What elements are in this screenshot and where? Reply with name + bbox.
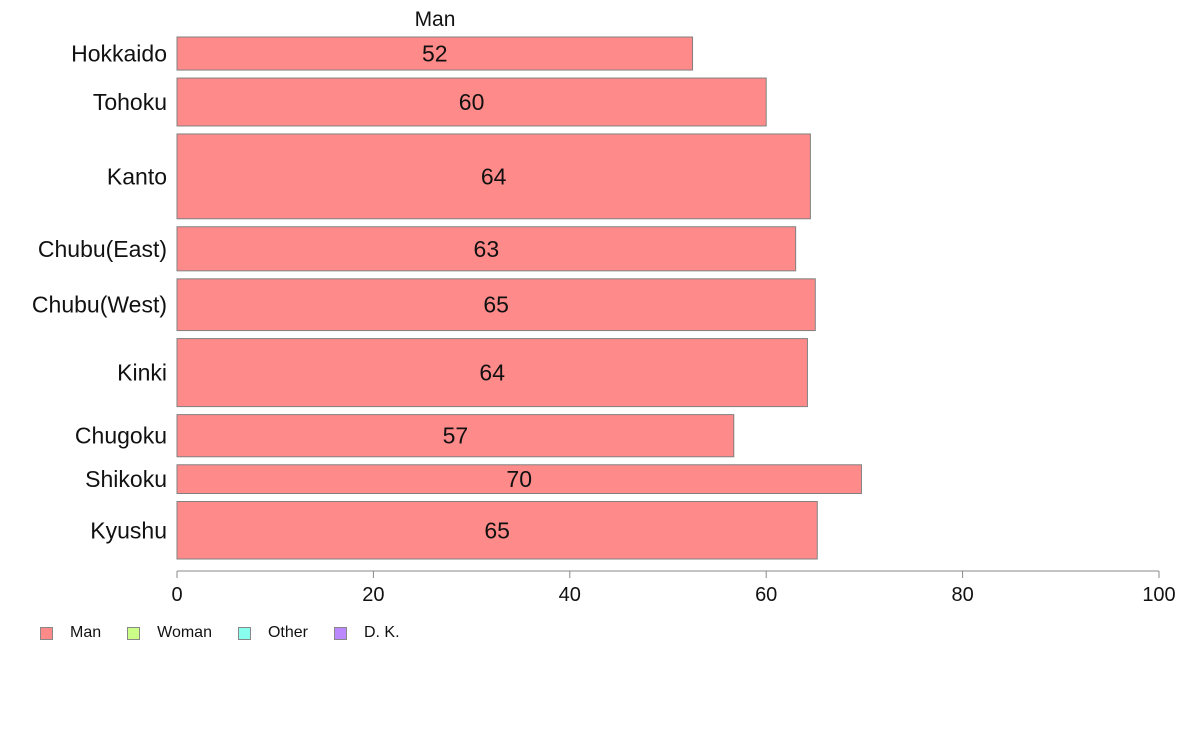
legend-label: D. K. xyxy=(363,624,400,641)
category-label: Chubu(East) xyxy=(38,236,167,262)
legend-swatch xyxy=(237,626,251,640)
bar-kanto xyxy=(176,133,811,220)
x-tick-label: 0 xyxy=(171,584,182,606)
legend-label: Other xyxy=(267,624,308,641)
x-tick-label: 40 xyxy=(559,584,581,606)
x-tick-label: 100 xyxy=(1142,584,1175,606)
legend-label: Woman xyxy=(157,624,212,641)
legend-item-d-k: D. K. xyxy=(333,624,400,642)
category-label: Kinki xyxy=(117,360,167,386)
x-tick-label: 80 xyxy=(951,584,973,606)
bar-hokkaido xyxy=(176,36,694,71)
legend: Man Woman Other D. K. xyxy=(40,624,426,642)
legend-item-other: Other xyxy=(237,624,308,642)
category-label: Kyushu xyxy=(90,517,167,543)
legend-item-man: Man xyxy=(40,624,101,642)
bar-value-label: 64 xyxy=(479,360,505,386)
bar-kyushu xyxy=(176,501,818,560)
x-tick-label: 60 xyxy=(755,584,777,606)
bar-value-label: 52 xyxy=(422,41,448,67)
category-label: Kanto xyxy=(107,163,167,189)
chart-title: Man xyxy=(415,8,456,31)
bar-value-label: 65 xyxy=(483,292,509,318)
bar-value-label: 57 xyxy=(443,423,469,449)
category-label: Tohoku xyxy=(93,89,167,115)
x-tick-label: 20 xyxy=(362,584,384,606)
category-label: Chubu(West) xyxy=(32,292,167,318)
legend-swatch xyxy=(40,626,53,640)
bar-chubu-east- xyxy=(176,226,797,272)
legend-item-woman: Woman xyxy=(127,624,212,642)
bar-chugoku xyxy=(176,414,735,458)
bar-value-label: 70 xyxy=(506,466,532,492)
bar-value-label: 63 xyxy=(474,236,500,262)
bar-value-label: 64 xyxy=(481,163,507,189)
legend-swatch xyxy=(333,626,347,640)
bar-value-label: 65 xyxy=(484,517,510,543)
bar-chubu-west- xyxy=(176,278,816,332)
bar-shikoku xyxy=(176,464,862,495)
bar-value-label: 60 xyxy=(459,89,485,115)
bar-tohoku xyxy=(176,77,767,127)
bar-kinki xyxy=(176,338,808,408)
category-label: Shikoku xyxy=(85,466,167,492)
legend-swatch xyxy=(127,626,141,640)
category-label: Hokkaido xyxy=(71,41,167,67)
category-label: Chugoku xyxy=(75,423,167,449)
legend-label: Man xyxy=(70,624,102,641)
